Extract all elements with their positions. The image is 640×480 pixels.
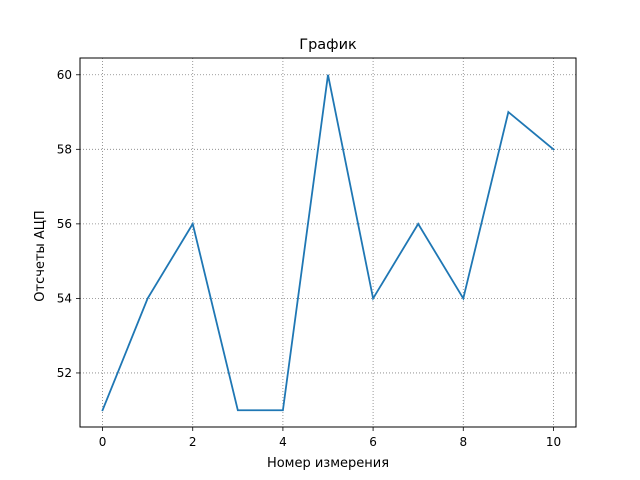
series-layer xyxy=(101,74,555,412)
ticks: 0 2 4 6 8 10 52 54 56 58 60 xyxy=(57,68,561,449)
x-tick-label-3: 6 xyxy=(369,435,377,449)
x-tick-label-2: 4 xyxy=(279,435,287,449)
x-tick-label-0: 0 xyxy=(99,435,107,449)
x-tick-label-1: 2 xyxy=(189,435,197,449)
y-axis-label: Отсчеты АЦП xyxy=(33,210,48,301)
plot-frame xyxy=(79,57,577,428)
x-tick-label-4: 8 xyxy=(459,435,467,449)
y-tick-label-4: 60 xyxy=(57,68,72,82)
y-tick-label-2: 56 xyxy=(57,217,72,231)
y-tick-label-0: 52 xyxy=(57,366,72,380)
x-tick-label-5: 10 xyxy=(546,435,561,449)
x-axis-label: Номер измерения xyxy=(267,456,389,471)
y-tick-label-1: 54 xyxy=(57,291,72,305)
axes-frame xyxy=(79,57,577,428)
chart-title: График xyxy=(299,37,357,53)
y-tick-label-3: 58 xyxy=(57,142,72,156)
